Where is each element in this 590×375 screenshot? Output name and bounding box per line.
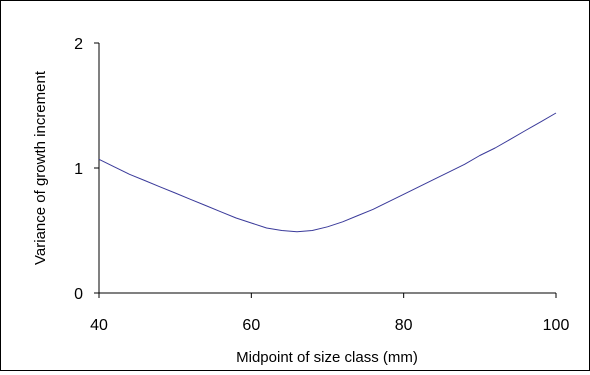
x-tick-label: 40 xyxy=(90,317,108,334)
y-tick-label: 0 xyxy=(74,286,83,303)
x-axis-title: Midpoint of size class (mm) xyxy=(236,349,418,366)
y-ticks: 0 1 2 xyxy=(74,36,99,303)
series-layer xyxy=(98,112,557,233)
x-ticks: 40 60 80 100 xyxy=(90,293,569,334)
x-tick-label: 100 xyxy=(543,317,570,334)
axes xyxy=(98,43,556,294)
y-tick-label: 2 xyxy=(74,36,83,53)
y-axis-title: Variance of growth increment xyxy=(32,70,49,265)
y-tick-label: 1 xyxy=(74,161,83,178)
series-line-0 xyxy=(98,112,557,233)
x-tick-label: 80 xyxy=(395,317,413,334)
x-tick-label: 60 xyxy=(242,317,260,334)
